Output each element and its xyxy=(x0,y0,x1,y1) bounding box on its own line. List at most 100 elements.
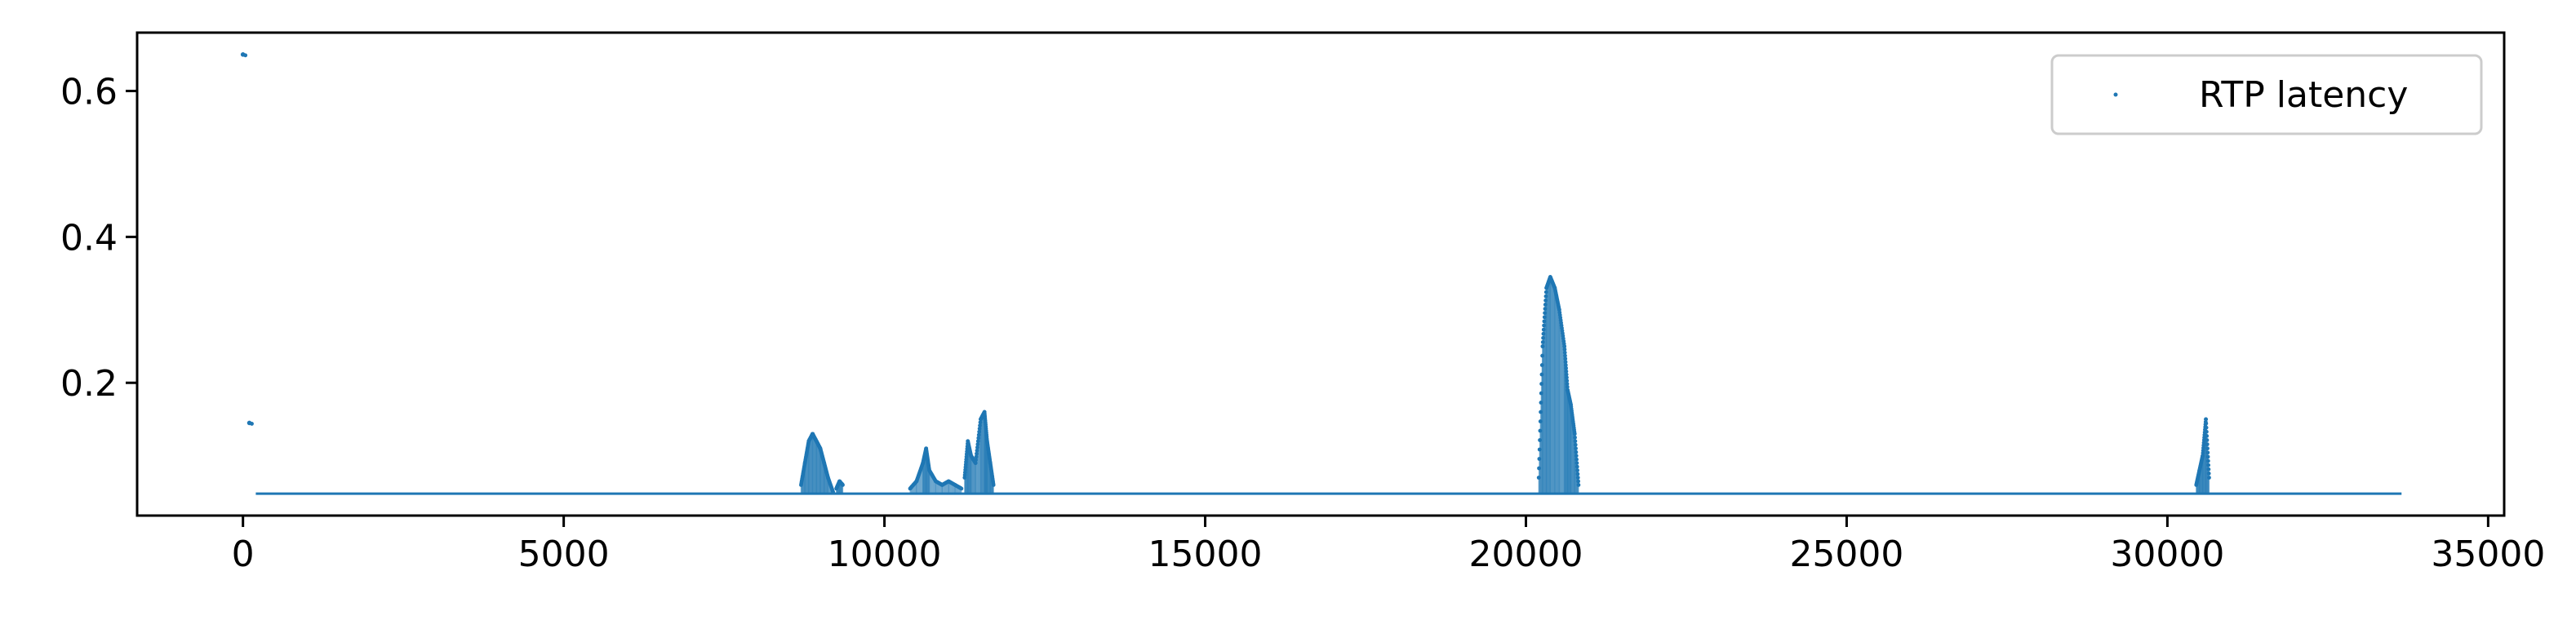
data-point xyxy=(1574,464,1579,469)
data-point xyxy=(1543,303,1548,307)
data-point xyxy=(975,445,979,450)
data-point xyxy=(2204,417,2208,422)
data-point xyxy=(1542,315,1547,320)
data-point xyxy=(1541,331,1546,336)
x-tick-label: 25000 xyxy=(1789,534,1903,575)
data-point xyxy=(978,423,982,428)
data-point xyxy=(1563,363,1568,367)
plot-area xyxy=(240,52,2402,495)
data-point xyxy=(2205,438,2210,442)
data-point xyxy=(1576,483,1581,487)
data-point xyxy=(1574,457,1579,462)
data-point xyxy=(978,420,983,425)
data-point xyxy=(975,442,980,447)
data-point xyxy=(1574,461,1579,466)
data-point xyxy=(1574,446,1578,451)
data-point xyxy=(1541,327,1546,332)
data-point xyxy=(1543,294,1548,299)
legend-marker xyxy=(2113,92,2118,97)
data-point xyxy=(2204,421,2209,426)
data-point xyxy=(1575,468,1579,472)
data-point xyxy=(1539,382,1543,386)
x-tick-label: 0 xyxy=(232,534,255,575)
data-point xyxy=(1564,369,1569,374)
data-point xyxy=(841,483,845,487)
data-point xyxy=(1543,311,1548,316)
outlier-point xyxy=(250,422,254,426)
data-point xyxy=(1539,391,1543,396)
data-point xyxy=(1573,435,1577,440)
data-point xyxy=(1564,365,1569,370)
legend-frame xyxy=(2050,54,2483,135)
data-point xyxy=(1573,439,1578,444)
data-point xyxy=(2206,471,2211,476)
data-point xyxy=(1537,457,1542,461)
data-point xyxy=(1538,438,1542,442)
data-point xyxy=(975,448,979,453)
data-point xyxy=(977,427,982,431)
x-axis: 0 5000 10000 15000 20000 25000 30000 35000 xyxy=(232,516,2545,575)
data-point xyxy=(1574,450,1579,454)
data-point xyxy=(1539,363,1544,367)
x-tick-label: 5000 xyxy=(518,534,610,575)
data-point xyxy=(2205,442,2210,447)
data-point xyxy=(1543,307,1548,311)
data-point xyxy=(2206,467,2211,472)
data-point xyxy=(976,432,981,437)
data-point xyxy=(1538,419,1543,423)
data-point xyxy=(1565,384,1570,389)
x-tick-label: 10000 xyxy=(828,534,942,575)
data-point xyxy=(1542,323,1547,328)
data-point xyxy=(1542,319,1547,324)
data-point xyxy=(1574,454,1579,458)
x-tick-label: 15000 xyxy=(1148,534,1263,575)
data-point xyxy=(1562,350,1567,355)
data-point xyxy=(975,451,979,456)
data-point xyxy=(1543,290,1548,294)
data-point xyxy=(991,483,996,487)
data-point xyxy=(2206,463,2211,467)
data-point xyxy=(1565,379,1570,383)
data-point xyxy=(1563,356,1568,361)
data-point xyxy=(973,461,978,466)
data-point xyxy=(975,439,980,444)
data-point xyxy=(1540,353,1544,358)
data-point xyxy=(2205,458,2210,463)
y-tick-label: 0.4 xyxy=(60,217,118,259)
data-point xyxy=(1539,372,1544,377)
axes-frame xyxy=(135,31,2506,517)
data-point xyxy=(2204,425,2209,430)
data-point xyxy=(1543,298,1548,303)
data-point xyxy=(1538,428,1543,433)
data-point xyxy=(1562,347,1567,352)
data-point xyxy=(1536,476,1541,480)
data-point xyxy=(959,486,964,491)
data-point xyxy=(1572,432,1577,436)
data-point xyxy=(974,458,979,463)
data-point xyxy=(2204,429,2209,434)
data-point xyxy=(1565,375,1569,380)
data-point xyxy=(2205,446,2210,451)
data-point xyxy=(1539,410,1543,414)
y-tick-label: 0.2 xyxy=(60,363,118,405)
data-point xyxy=(2205,433,2210,438)
data-point xyxy=(974,454,979,459)
data-point xyxy=(1562,344,1567,348)
data-point xyxy=(1565,382,1570,386)
legend-label-rtp-latency: RTP latency xyxy=(2199,74,2408,116)
data-point xyxy=(1540,344,1545,348)
data-point xyxy=(1576,479,1580,484)
data-point xyxy=(831,489,836,494)
x-tick-label: 35000 xyxy=(2431,534,2545,575)
data-point xyxy=(1573,442,1578,447)
data-point xyxy=(1563,360,1568,365)
y-axis: 0.2 0.4 0.6 xyxy=(60,72,137,405)
x-tick-label: 30000 xyxy=(2110,534,2224,575)
data-point xyxy=(1563,353,1567,358)
y-tick-label: 0.6 xyxy=(60,72,118,113)
data-point xyxy=(2205,450,2210,455)
data-point xyxy=(1537,466,1541,471)
data-point xyxy=(976,436,981,441)
legend: RTP latency xyxy=(2050,54,2483,135)
